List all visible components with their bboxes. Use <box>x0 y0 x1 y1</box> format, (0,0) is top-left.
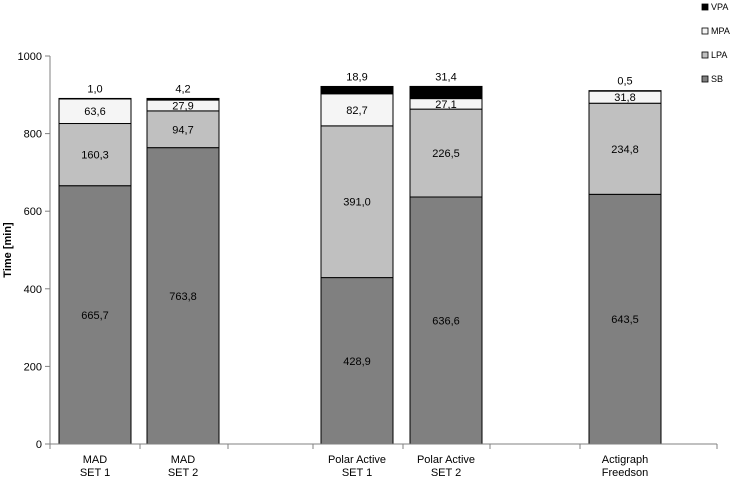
y-tick-label-0: 0 <box>36 439 42 451</box>
x-tick-label-3-line-2: SET 1 <box>342 467 372 478</box>
y-tick-label-600: 600 <box>24 206 42 218</box>
data-label-lpa-4: 226,5 <box>432 148 460 160</box>
x-tick-label-5-line-1: Actigraph <box>602 454 648 466</box>
data-label-sb-4: 636,6 <box>432 315 460 327</box>
y-tick-label-400: 400 <box>24 284 42 296</box>
data-label-sb-2: 763,8 <box>169 291 197 303</box>
x-tick-label-5-line-2: Freedson <box>602 467 648 478</box>
data-label-mpa-2: 27,9 <box>172 100 193 112</box>
legend-swatch-mpa <box>701 27 709 35</box>
data-label-vpa-1: 1,0 <box>87 83 102 95</box>
y-tick-label-200: 200 <box>24 361 42 373</box>
x-tick-label-2: MAD SET 2 <box>168 454 198 478</box>
legend-label-lpa: LPA <box>711 50 727 60</box>
x-tick-label-4-line-2: SET 2 <box>431 467 461 478</box>
data-label-sb-1: 665,7 <box>81 310 109 322</box>
legend: VPA MPA LPA SB <box>701 2 730 84</box>
x-tick-label-2-line-2: SET 2 <box>168 467 198 478</box>
bar-vpa-4 <box>409 85 483 100</box>
x-tick-label-1: MAD SET 1 <box>80 454 110 478</box>
data-label-vpa-5: 0,5 <box>617 76 632 88</box>
bar-sb-1 <box>58 185 132 445</box>
data-label-vpa-4: 31,4 <box>435 71 456 83</box>
data-label-vpa-2: 4,2 <box>175 83 190 95</box>
x-tick-label-1-line-1: MAD <box>83 454 108 466</box>
data-label-lpa-2: 94,7 <box>172 124 193 136</box>
data-label-lpa-5: 234,8 <box>611 144 639 156</box>
legend-swatch-lpa <box>701 51 709 59</box>
bar-lpa-1 <box>58 123 132 187</box>
data-label-vpa-3: 18,9 <box>346 71 367 83</box>
data-label-lpa-3: 391,0 <box>343 197 371 209</box>
y-axis-title: Time [min] <box>2 222 14 278</box>
x-tick-label-3: Polar Active SET 1 <box>328 454 386 478</box>
data-label-lpa-1: 160,3 <box>81 150 109 162</box>
bar-vpa-2 <box>146 97 220 101</box>
bar-sb-4 <box>409 196 483 445</box>
legend-swatch-sb <box>701 75 709 83</box>
bar-sb-2 <box>146 147 220 445</box>
data-label-sb-5: 643,5 <box>611 314 639 326</box>
bar-lpa-5 <box>588 102 662 195</box>
bar-lpa-4 <box>409 108 483 198</box>
x-tick-label-4: Polar Active SET 2 <box>417 454 475 478</box>
bar-lpa-2 <box>146 110 220 149</box>
bar-vpa-3 <box>320 85 394 95</box>
data-label-mpa-3: 82,7 <box>346 105 367 117</box>
bars-layer: 665,7 160,3 63,6 1,0 763,8 94,7 27,9 4,2 428,9 39… <box>58 71 662 445</box>
bar-mpa-3 <box>320 93 394 127</box>
x-tick-label-5: Actigraph Freedson <box>602 454 648 478</box>
bar-vpa-5 <box>588 90 662 92</box>
data-label-sb-3: 428,9 <box>343 356 371 368</box>
x-tick-label-4-line-1: Polar Active <box>417 454 475 466</box>
data-label-mpa-5: 31,8 <box>614 92 635 104</box>
data-label-mpa-4: 27,1 <box>435 99 456 111</box>
y-tick-label-1000: 1000 <box>18 51 42 63</box>
bar-lpa-3 <box>320 125 394 279</box>
x-tick-label-2-line-1: MAD <box>171 454 196 466</box>
x-tick-label-3-line-1: Polar Active <box>328 454 386 466</box>
y-tick-label-800: 800 <box>24 129 42 141</box>
bar-sb-3 <box>320 277 394 445</box>
legend-label-vpa: VPA <box>711 2 728 12</box>
legend-swatch-vpa <box>701 3 709 11</box>
legend-label-mpa: MPA <box>711 26 730 36</box>
data-label-mpa-1: 63,6 <box>84 106 105 118</box>
bar-vpa-1 <box>58 97 132 100</box>
x-tick-label-1-line-2: SET 1 <box>80 467 110 478</box>
legend-label-sb: SB <box>711 74 723 84</box>
